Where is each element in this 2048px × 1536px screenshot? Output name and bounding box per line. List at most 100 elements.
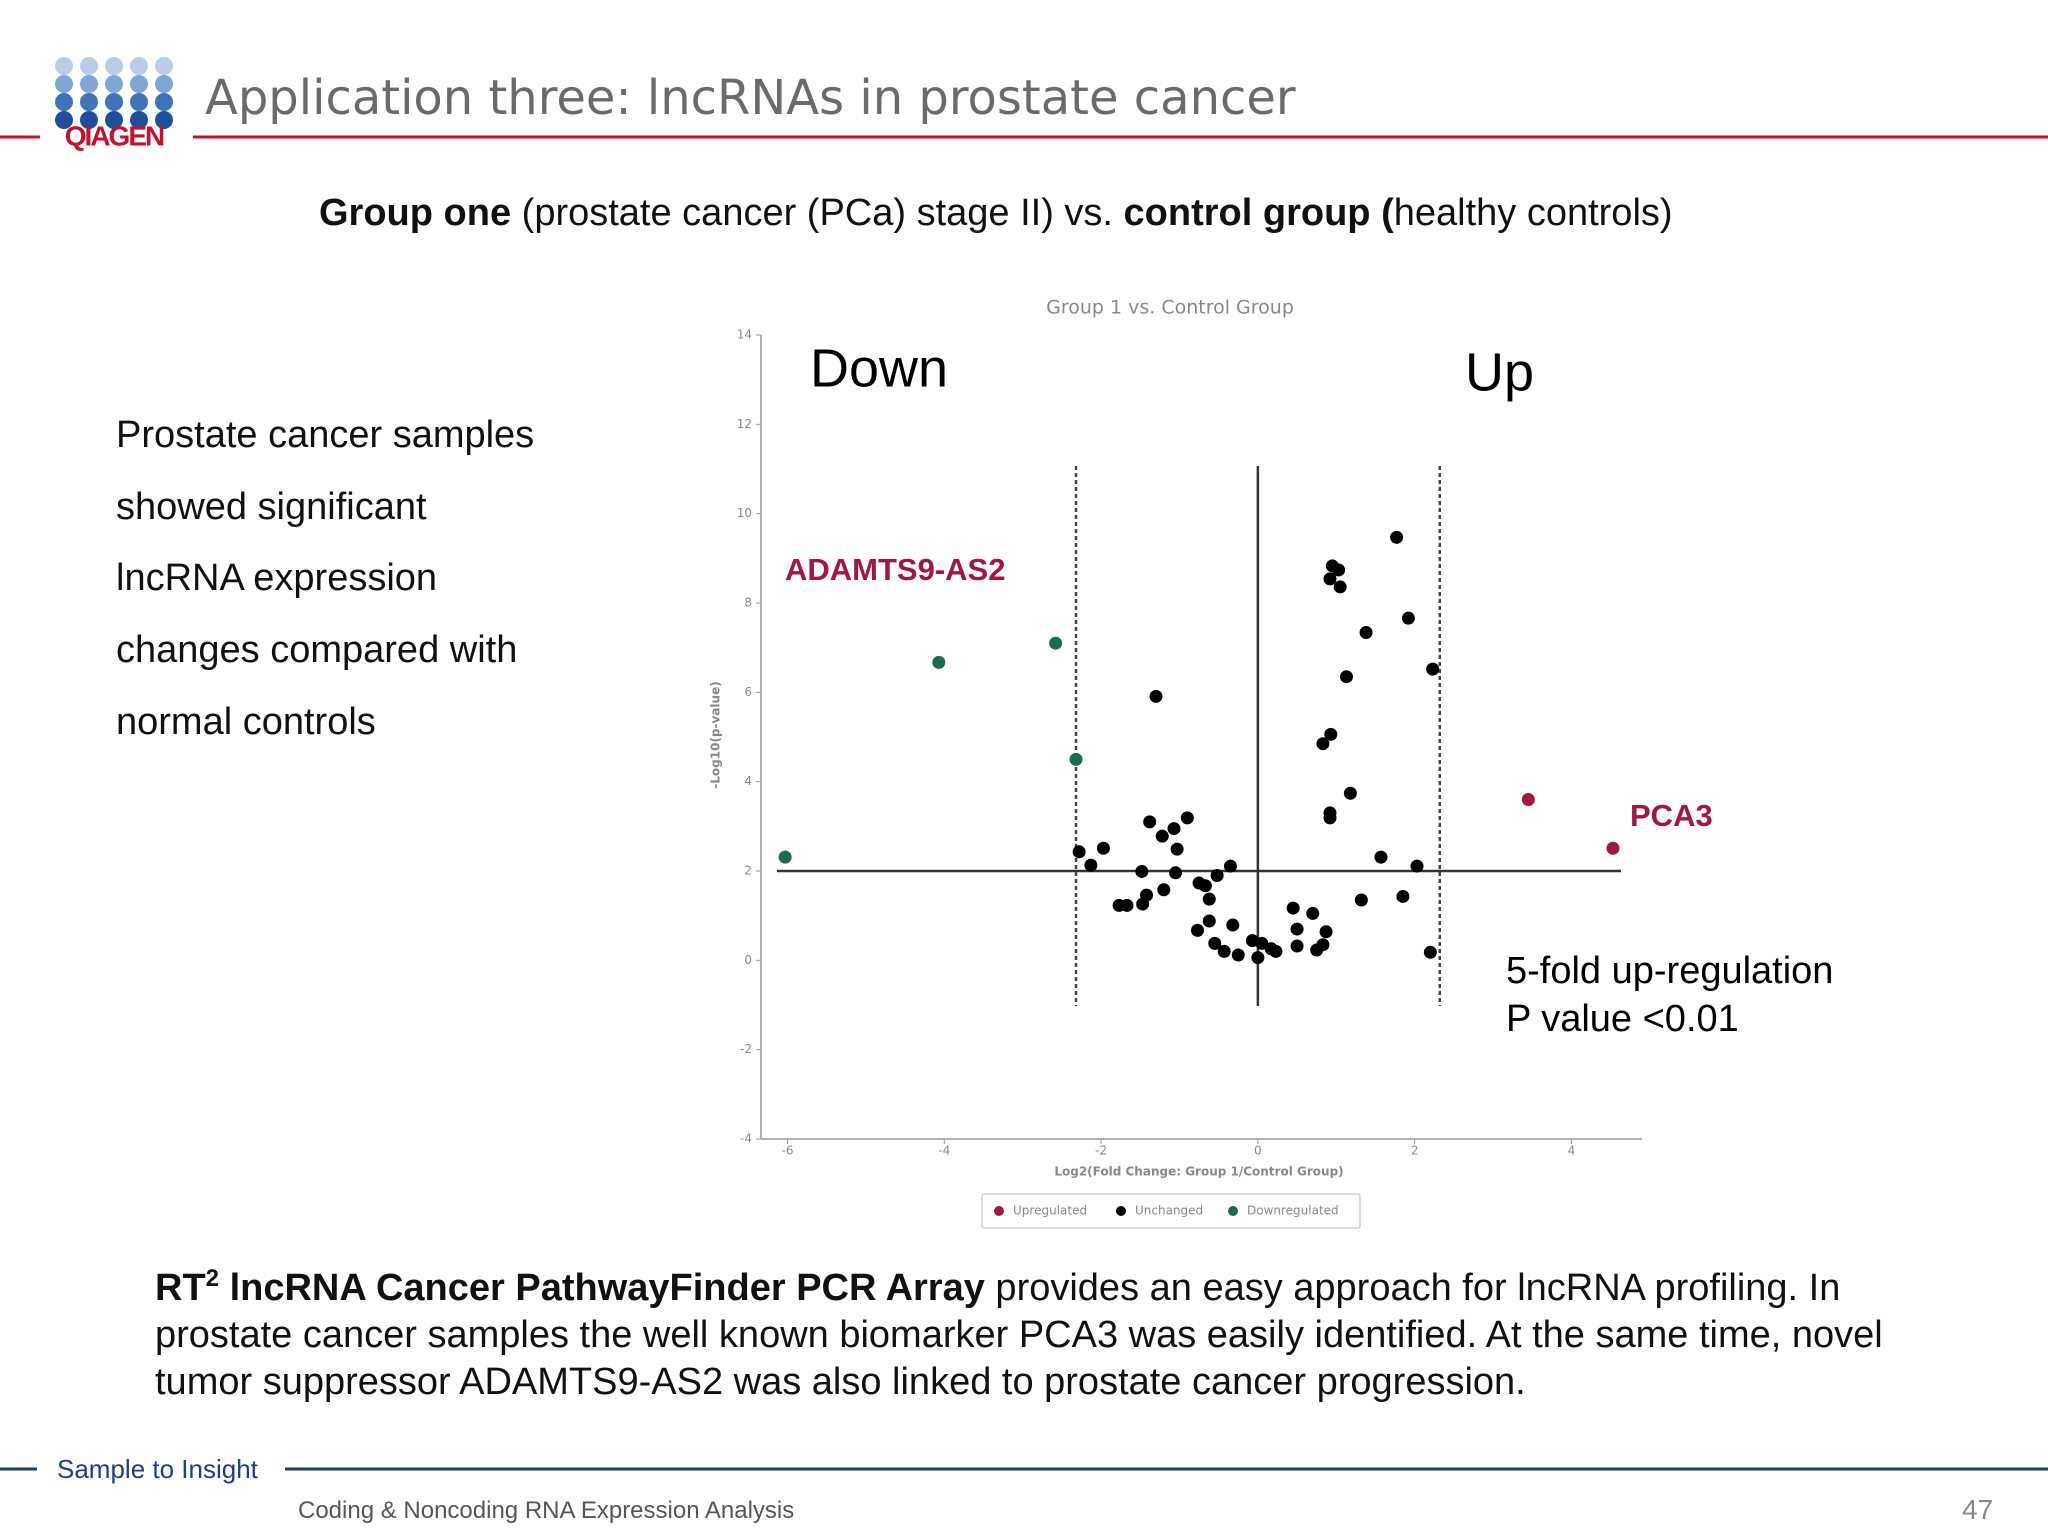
data-point (1170, 842, 1184, 856)
summary-line: Prostate cancer samples (116, 414, 535, 456)
data-point (1290, 922, 1304, 936)
data-point (1426, 662, 1440, 676)
logo-dot (130, 57, 148, 75)
legend-label: Unchanged (1135, 1204, 1203, 1218)
y-tick-label: 12 (737, 417, 752, 431)
text-segment: control group ( (1123, 192, 1394, 234)
legend-box (981, 1193, 1361, 1229)
gene-label: ADAMTS9-AS2 (785, 552, 1005, 587)
gene-label: PCA3 (1630, 798, 1713, 833)
criteria-label: P value <0.01 (1506, 998, 1739, 1040)
data-point (1423, 945, 1437, 959)
logo-dot (155, 57, 173, 75)
x-axis-label: Log2(Fold Change: Group 1/Control Group) (1054, 1165, 1343, 1179)
body-text: RT2 lncRNA Cancer PathwayFinder PCR Arra… (155, 1265, 1955, 1406)
text-segment: Group one (319, 192, 512, 234)
y-tick-label: -4 (740, 1132, 752, 1146)
logo-dot (105, 75, 123, 93)
data-point (1374, 850, 1388, 864)
data-point (1202, 914, 1216, 928)
data-point (1155, 829, 1169, 843)
logo-dot (105, 57, 123, 75)
logo-dot (105, 93, 123, 111)
data-point (1333, 580, 1347, 594)
data-point (1202, 892, 1216, 906)
data-point (1096, 841, 1110, 855)
data-point (1521, 793, 1535, 807)
data-point (1198, 879, 1212, 893)
data-point (1191, 923, 1205, 937)
data-point (778, 850, 792, 864)
summary: Prostate cancer samples showed significan… (116, 400, 534, 759)
logo-dot (155, 111, 173, 129)
data-point (1339, 670, 1353, 684)
page-number: 47 (1962, 1494, 1994, 1525)
logo-dot (130, 93, 148, 111)
data-point (1401, 611, 1415, 625)
data-point (1217, 944, 1231, 958)
logo-dot (155, 75, 173, 93)
data-point (1323, 572, 1337, 586)
data-point (1167, 822, 1181, 836)
data-point (1316, 938, 1330, 952)
legend-label: Downregulated (1247, 1204, 1339, 1218)
data-point (1286, 901, 1300, 915)
data-point (1359, 625, 1373, 639)
data-point (1069, 752, 1083, 766)
logo-text: QIAGEN (65, 120, 164, 151)
data-point (1049, 636, 1063, 650)
data-point (1332, 563, 1346, 577)
criteria-label: 5-fold up-regulation (1506, 950, 1833, 992)
text-segment: provides an easy approach for lncRNA pro… (155, 1267, 1883, 1403)
y-tick-label: 4 (744, 774, 752, 788)
data-point (1149, 689, 1163, 703)
data-point (1143, 815, 1157, 829)
logo: QIAGEN (55, 57, 173, 151)
annotation-down: Down (810, 338, 948, 398)
data-point (1120, 898, 1134, 912)
data-point (1324, 727, 1338, 741)
text-segment: lncRNA Cancer PathwayFinder PCR Array (219, 1267, 985, 1309)
logo-dot (80, 75, 98, 93)
data-point (1135, 864, 1149, 878)
summary-line: changes compared with (116, 629, 518, 672)
data-point (1251, 951, 1265, 965)
x-tick-label: -6 (782, 1144, 794, 1158)
logo-dot (55, 93, 73, 111)
annotation-up: Up (1465, 342, 1534, 402)
logo-dot (55, 57, 73, 75)
text-segment: RT (155, 1267, 206, 1309)
legend-swatch (1116, 1206, 1126, 1216)
text-segment: 2 (205, 1265, 220, 1292)
x-tick-label: 4 (1568, 1144, 1576, 1158)
data-point (1410, 859, 1424, 873)
summary-line: normal controls (116, 700, 376, 743)
data-point (1136, 897, 1150, 911)
logo-dot (130, 111, 148, 129)
summary-line: lncRNA expression (116, 557, 438, 600)
data-point (932, 655, 946, 669)
y-axis-label: -Log10(p-value) (709, 681, 723, 788)
tagline: Sample to Insight (57, 1454, 258, 1484)
y-tick-label: 0 (744, 953, 752, 967)
slide-title: Application three: lncRNAs in prostate c… (205, 70, 1296, 126)
data-point (1606, 841, 1620, 855)
y-tick-label: 2 (744, 864, 752, 878)
logo-dot (55, 75, 73, 93)
logo-dot (80, 111, 98, 129)
y-tick-label: 10 (737, 506, 752, 520)
data-point (1396, 889, 1410, 903)
subtitle: Group one (prostate cancer (PCa) stage I… (319, 192, 1673, 235)
x-tick-label: 0 (1254, 1144, 1262, 1158)
x-tick-label: -4 (938, 1144, 950, 1158)
legend-swatch (994, 1206, 1004, 1216)
y-tick-label: 6 (744, 685, 752, 699)
logo-dot (80, 93, 98, 111)
data-point (1343, 786, 1357, 800)
data-point (1231, 948, 1245, 962)
data-point (1072, 845, 1086, 859)
legend-swatch (1228, 1206, 1238, 1216)
chart-title: Group 1 vs. Control Group (1046, 297, 1294, 319)
